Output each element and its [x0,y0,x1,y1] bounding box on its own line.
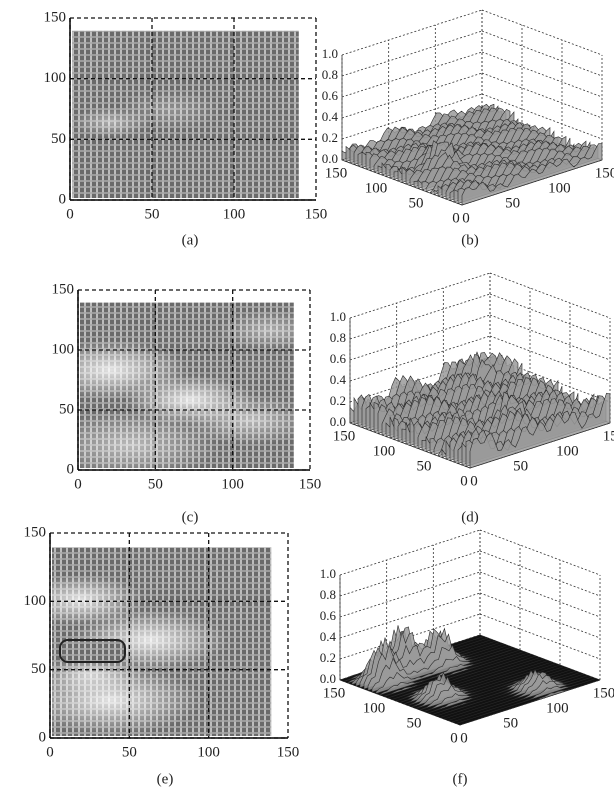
grid-line [340,551,480,596]
y-tick-label: 50 [31,661,46,677]
z-tick-label: 0.6 [330,351,347,366]
grid-line [342,10,482,55]
y-tick-label: 100 [365,180,388,196]
x-tick-label: 150 [299,476,322,492]
z-tick-label: 1.0 [322,46,338,61]
grid-line [340,572,480,617]
grid-line [482,31,602,76]
x-tick-label: 0 [74,476,82,492]
x-tick-label: 100 [556,443,579,459]
z-tick-label: 0.2 [320,650,336,665]
grid-line [340,593,480,638]
y-tick-label: 50 [59,401,74,417]
z-tick-label: 0.2 [330,393,346,408]
grid-line [342,52,482,97]
x-tick-label: 100 [223,206,246,222]
x-tick-label: 100 [221,476,244,492]
y-tick-label: 50 [409,195,424,211]
y-tick-label: 150 [44,9,67,25]
y-tick-label: 150 [52,281,75,297]
grid-line [490,294,610,339]
y-tick-label: 0 [460,473,468,489]
x-tick-label: 0 [460,730,468,746]
z-tick-label: 0.8 [322,67,338,82]
z-tick-label: 1.0 [320,566,336,581]
grid-line [340,530,480,575]
y-tick-label: 100 [52,341,75,357]
grid-line [342,31,482,76]
x-tick-label: 0 [470,473,478,489]
y-tick-label: 0 [452,210,460,226]
x-tick-label: 150 [305,206,328,222]
caption: (a) [182,232,199,248]
x-tick-label: 50 [513,458,528,474]
grid-line [490,315,610,360]
z-tick-label: 0.2 [322,130,338,145]
heatmap-highlight [218,310,322,350]
y-tick-label: 50 [407,715,422,731]
figure: 050100150050100150(a)0501001500501001500… [0,0,614,794]
y-tick-label: 50 [51,131,66,147]
x-tick-label: 50 [503,715,518,731]
z-tick-label: 0.4 [330,372,347,387]
z-tick-label: 0.8 [330,330,346,345]
y-tick-label: 100 [44,70,67,86]
x-tick-label: 0 [66,206,74,222]
z-tick-label: 0.0 [322,151,338,166]
caption: (b) [461,232,479,248]
caption: (c) [182,509,199,525]
z-tick-label: 0.0 [320,671,336,686]
x-tick-label: 0 [46,744,54,760]
grid-line [350,273,490,318]
x-tick-label: 50 [148,476,163,492]
y-tick-label: 0 [59,191,67,207]
x-tick-label: 100 [548,180,571,196]
y-tick-label: 0 [39,729,47,745]
caption: (f) [453,771,468,787]
x-tick-label: 150 [593,685,614,701]
grid-line [350,315,490,360]
z-tick-label: 0.6 [322,88,339,103]
grid-line [482,52,602,97]
x-tick-label: 50 [505,195,520,211]
x-tick-label: 50 [122,744,137,760]
grid-line [480,551,600,596]
x-tick-label: 100 [197,744,220,760]
x-tick-label: 150 [595,165,614,181]
z-tick-label: 0.4 [320,629,337,644]
z-tick-label: 0.6 [320,608,337,623]
grid-line [480,530,600,575]
grid-line [350,294,490,339]
x-tick-label: 150 [277,744,300,760]
grid-line [490,273,610,318]
caption: (d) [461,509,479,525]
x-tick-label: 100 [546,700,569,716]
y-tick-label: 150 [323,685,346,701]
y-tick-label: 0 [67,461,75,477]
y-tick-label: 150 [333,428,356,444]
x-tick-label: 0 [462,210,470,226]
grid-line [480,572,600,617]
z-tick-label: 0.4 [322,109,339,124]
y-tick-label: 100 [373,443,396,459]
y-tick-label: 150 [325,165,348,181]
z-tick-label: 0.0 [330,414,346,429]
z-tick-label: 1.0 [330,309,346,324]
y-tick-label: 50 [417,458,432,474]
caption: (e) [157,771,174,787]
grid-line [482,10,602,55]
y-tick-label: 150 [24,524,47,540]
grid-line [480,593,600,638]
y-tick-label: 100 [363,700,386,716]
y-tick-label: 0 [450,730,458,746]
heatmap-highlight [118,90,222,130]
y-tick-label: 100 [24,593,47,609]
x-tick-label: 50 [145,206,160,222]
heatmap-highlight [185,395,315,445]
x-tick-label: 150 [603,428,614,444]
z-tick-label: 0.8 [320,587,336,602]
heatmap-dark-region [60,640,125,662]
